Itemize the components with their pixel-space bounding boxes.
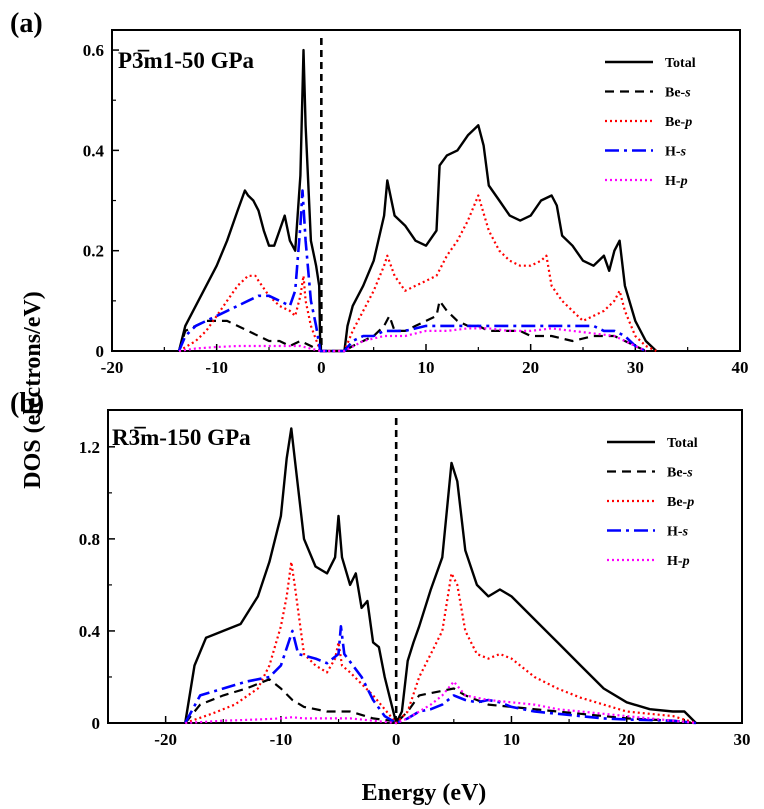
x-tick-label: 10 [503,730,520,749]
y-tick-label: 1.2 [79,438,100,457]
x-tick-label: 30 [734,730,751,749]
y-tick-label: 0.4 [83,141,105,160]
series-be-p-line [178,194,657,353]
phase-label: R3̅m-150 GPa [112,425,251,450]
y-tick-label: 0 [92,714,101,733]
legend-label: Be-p [667,495,694,510]
y-tick-label: 0.2 [83,242,104,261]
legend-label: H-p [667,554,690,569]
panel-a: -20 -10 0 10 20 30 40 0 0.2 0.4 0.6 Total Be-s Be-p H-… [10,8,749,377]
x-tick-label: -10 [270,730,293,749]
series-h-s-line [184,625,697,725]
y-axis-label: DOS (electrons/eV) [20,291,46,489]
x-tick-label: 20 [522,358,539,377]
series-h-p-line [178,327,647,353]
y-tick-label: 0.8 [79,530,100,549]
x-tick-label: 20 [618,730,635,749]
y-tick-label: 0.4 [79,622,101,641]
x-tick-label: -20 [101,358,124,377]
legend-label: H-p [665,174,688,189]
x-tick-label: -10 [205,358,228,377]
phase-label: P3̅m1-50 GPa [118,48,255,73]
legend-label: H-s [665,145,687,160]
legend-label: Be-s [665,86,691,101]
legend-label: Be-s [667,466,693,481]
series-be-s-line [177,299,647,353]
panel-label: (a) [10,8,43,39]
y-tick-label: 0 [96,342,105,361]
legend-label: H-s [667,525,689,540]
legend-label: Total [667,436,698,451]
series-total-line [177,48,658,353]
legend-label: Be-p [665,115,692,130]
x-tick-label: -20 [154,730,177,749]
x-tick-label: 0 [317,358,326,377]
x-tick-label: 40 [732,358,749,377]
x-tick-label: 0 [392,730,401,749]
panel-label: (b) [10,388,44,419]
series-be-s-line [184,678,697,725]
plot-frame [107,409,743,724]
x-tick-label: 30 [627,358,644,377]
x-axis-label: Energy (eV) [362,780,487,806]
x-tick-label: 10 [418,358,435,377]
y-tick-label: 0.6 [83,41,104,60]
series-h-p-line [185,680,697,725]
plot-frame [111,29,741,352]
legend-label: Total [665,56,696,71]
series-total-line [184,427,697,725]
panel-b: -20 -10 0 10 20 30 0 0.4 0.8 1.2 Total Be-s Be-p H-s H… [10,388,751,749]
